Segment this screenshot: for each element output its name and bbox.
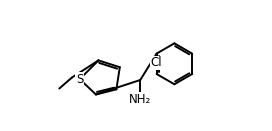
Text: NH₂: NH₂ [129,93,152,106]
Text: Cl: Cl [151,56,162,69]
Text: S: S [76,73,84,86]
